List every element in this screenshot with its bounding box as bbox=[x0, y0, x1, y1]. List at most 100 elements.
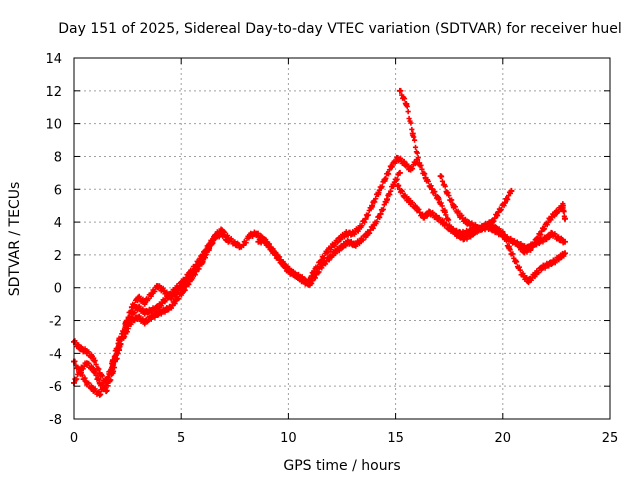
data-point bbox=[549, 230, 556, 237]
data-point bbox=[394, 182, 401, 189]
data-point bbox=[384, 196, 391, 203]
series-track-c bbox=[71, 233, 219, 395]
y-tick-label: 6 bbox=[54, 183, 62, 198]
y-tick-label: -2 bbox=[49, 315, 62, 330]
data-point bbox=[287, 268, 294, 275]
data-point bbox=[546, 215, 553, 222]
data-point bbox=[444, 189, 451, 196]
series-track-g bbox=[396, 87, 568, 286]
y-tick-label: 2 bbox=[54, 249, 62, 264]
data-point bbox=[103, 388, 110, 395]
data-point bbox=[167, 294, 174, 301]
data-point bbox=[435, 196, 442, 203]
y-tick-label: 10 bbox=[45, 118, 62, 133]
data-point bbox=[83, 379, 90, 386]
data-point bbox=[495, 209, 502, 216]
data-point bbox=[519, 271, 526, 278]
data-point bbox=[199, 255, 206, 262]
data-point bbox=[450, 202, 457, 209]
data-point bbox=[83, 348, 90, 355]
data-point bbox=[482, 222, 489, 229]
y-tick-label: -8 bbox=[49, 413, 62, 428]
data-point bbox=[561, 250, 568, 257]
data-point bbox=[394, 155, 401, 162]
data-point bbox=[96, 370, 103, 377]
data-point bbox=[461, 235, 468, 242]
data-point bbox=[467, 232, 474, 239]
data-point bbox=[433, 214, 440, 221]
data-point bbox=[268, 245, 275, 252]
data-point bbox=[409, 130, 416, 137]
data-point bbox=[343, 230, 350, 237]
data-point bbox=[381, 176, 388, 183]
series-track-d bbox=[240, 154, 421, 287]
x-tick-label: 20 bbox=[495, 431, 512, 446]
data-point bbox=[534, 235, 541, 242]
data-point bbox=[362, 215, 369, 222]
data-point bbox=[349, 230, 356, 237]
data-point bbox=[540, 225, 547, 232]
data-point bbox=[493, 225, 500, 232]
data-point bbox=[441, 209, 448, 216]
chart-title: Day 151 of 2025, Sidereal Day-to-day VTE… bbox=[58, 21, 621, 37]
data-point bbox=[90, 355, 97, 362]
data-point bbox=[173, 289, 180, 296]
data-point bbox=[401, 192, 408, 199]
data-point bbox=[469, 222, 476, 229]
data-point bbox=[390, 181, 397, 188]
data-point bbox=[332, 248, 339, 255]
data-point bbox=[420, 214, 427, 221]
data-point bbox=[551, 258, 558, 265]
data-point bbox=[439, 219, 446, 226]
data-point bbox=[231, 240, 238, 247]
data-point bbox=[161, 297, 168, 304]
data-point bbox=[358, 237, 365, 244]
data-point bbox=[206, 243, 213, 250]
axis-ticks: 0 5 10 15 20 25 -8 -6 -4 -2 0 2 4 6 8 10 12 14 bbox=[45, 52, 618, 446]
data-point bbox=[527, 245, 534, 252]
data-point bbox=[416, 160, 423, 167]
data-point bbox=[167, 304, 174, 311]
data-point bbox=[141, 309, 148, 316]
data-point bbox=[212, 233, 219, 240]
y-tick-label: 14 bbox=[45, 52, 62, 67]
data-point bbox=[218, 230, 225, 237]
data-point bbox=[96, 391, 103, 398]
data-point bbox=[403, 100, 410, 107]
y-axis-label: SDTVAR / TECUs bbox=[7, 182, 23, 297]
data-point bbox=[371, 222, 378, 229]
data-point bbox=[426, 209, 433, 216]
x-tick-label: 15 bbox=[387, 431, 404, 446]
data-point bbox=[510, 238, 517, 245]
x-tick-label: 0 bbox=[70, 431, 78, 446]
data-point bbox=[336, 235, 343, 242]
data-point bbox=[531, 271, 538, 278]
data-point bbox=[414, 205, 421, 212]
data-point bbox=[544, 261, 551, 268]
series-markers bbox=[397, 88, 568, 286]
data-point bbox=[339, 243, 345, 250]
data-point bbox=[293, 273, 300, 280]
data-point bbox=[281, 261, 288, 268]
x-tick-label: 5 bbox=[177, 431, 185, 446]
data-point bbox=[240, 242, 247, 249]
data-point bbox=[90, 366, 97, 373]
data-point bbox=[388, 163, 395, 170]
data-point bbox=[330, 242, 337, 249]
data-point bbox=[396, 87, 403, 94]
data-point bbox=[116, 347, 123, 354]
data-point bbox=[77, 345, 84, 352]
data-point bbox=[274, 253, 281, 260]
x-axis-label: GPS time / hours bbox=[283, 458, 400, 474]
data-point bbox=[351, 242, 358, 249]
series-track-f bbox=[394, 182, 568, 253]
data-point bbox=[261, 237, 268, 244]
y-tick-label: -6 bbox=[49, 380, 62, 395]
data-point bbox=[407, 166, 414, 173]
data-point bbox=[506, 245, 513, 252]
data-point bbox=[521, 248, 528, 255]
data-point bbox=[109, 370, 116, 377]
data-points bbox=[71, 87, 568, 398]
data-point bbox=[246, 232, 253, 239]
